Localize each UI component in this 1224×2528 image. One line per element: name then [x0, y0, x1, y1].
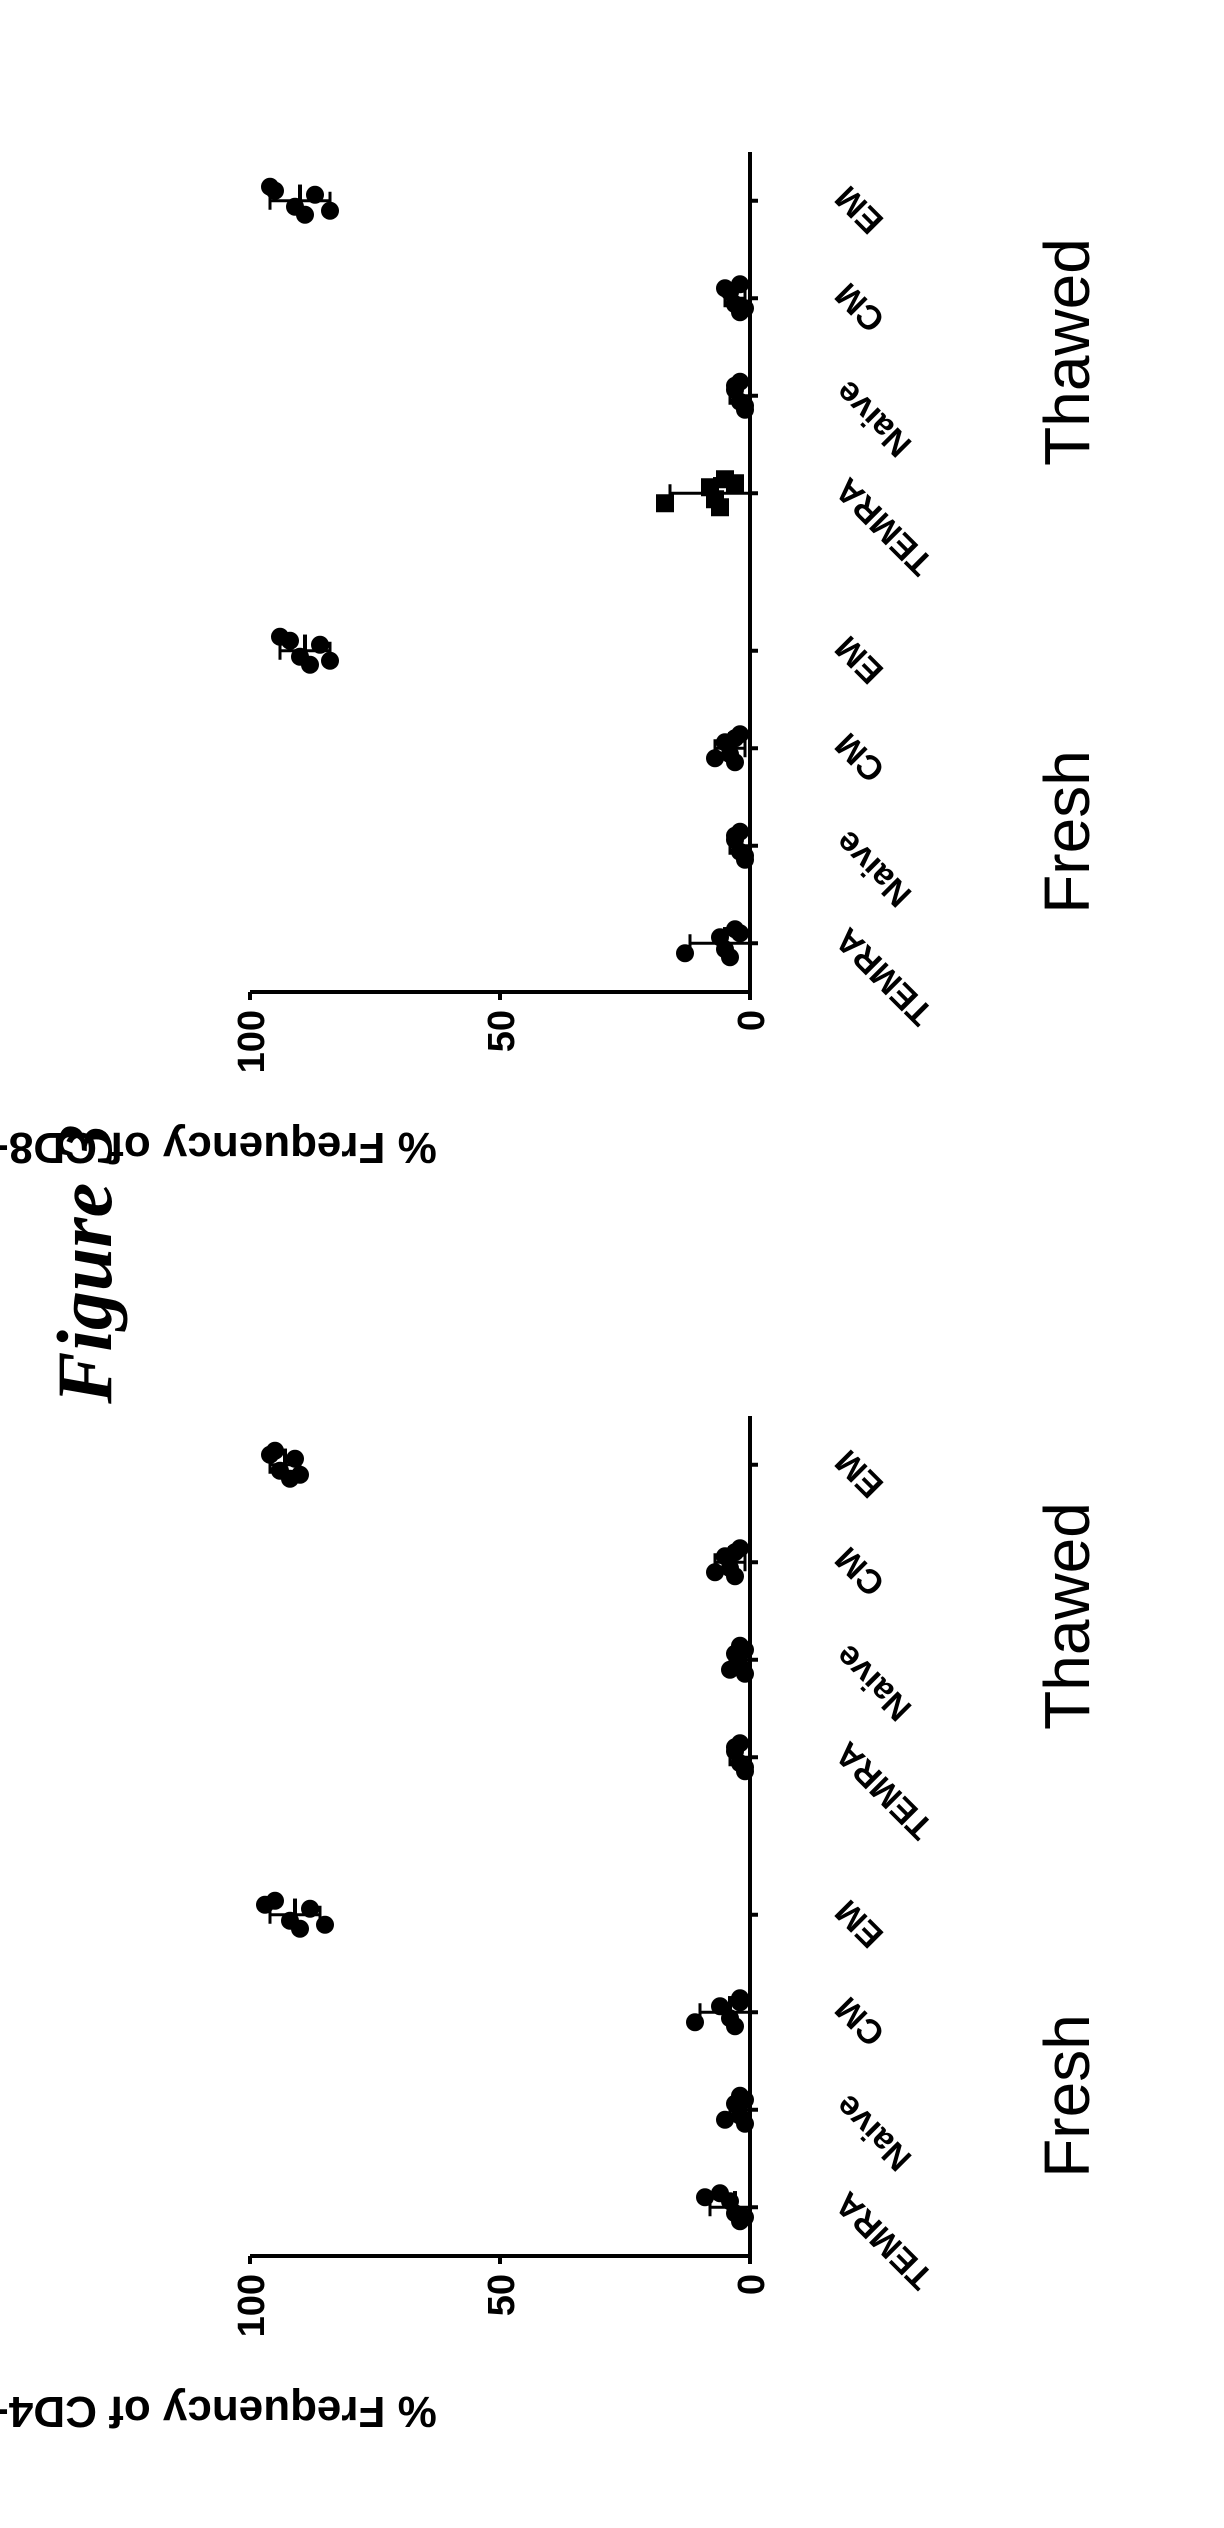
x-tick-label: CM [828, 1989, 893, 2054]
x-tick-label: TEMRA [828, 2184, 941, 2297]
x-tick-label: TEMRA [828, 920, 941, 1033]
x-tick-label: Naive [828, 822, 920, 914]
x-tick-label: Naive [828, 1636, 920, 1728]
y-axis-label-cd8: % Frequency of CD8+ [0, 1122, 470, 1172]
svg-text:50: 50 [481, 1010, 523, 1052]
x-tick-label: CM [828, 275, 893, 340]
group-labels-cd8: Fresh Thawed [1030, 112, 1130, 1072]
svg-text:0: 0 [731, 1010, 773, 1031]
svg-text:100: 100 [231, 1010, 273, 1072]
svg-text:50: 50 [481, 2274, 523, 2316]
x-tick-label: Naive [828, 2086, 920, 2178]
x-tick-label: EM [828, 627, 892, 691]
group-labels-cd4: Fresh Thawed [1030, 1376, 1130, 2336]
x-tick-label: EM [828, 177, 892, 241]
figure-canvas: Figure 3 % Frequency of CD4+ 050100 TEMR… [0, 0, 1224, 2528]
group-label-thawed-2: Thawed [1030, 112, 1130, 592]
group-label-fresh: Fresh [1030, 1856, 1130, 2336]
x-tick-labels-cd8: TEMRANaiveCMEMTEMRANaiveCMEM [810, 112, 1010, 1072]
page-rotated-wrapper: Figure 3 % Frequency of CD4+ 050100 TEMR… [0, 1304, 1224, 2528]
group-label-fresh-2: Fresh [1030, 592, 1130, 1072]
x-tick-label: TEMRA [828, 470, 941, 583]
y-axis-label-cd4: % Frequency of CD4+ [0, 2386, 470, 2436]
plot-cd4: % Frequency of CD4+ 050100 TEMRANaiveCME… [210, 1346, 1210, 2446]
x-tick-label: CM [828, 1539, 893, 1604]
plots-row: % Frequency of CD4+ 050100 TEMRANaiveCME… [210, 0, 1210, 2528]
x-tick-label: EM [828, 1441, 892, 1505]
plot-svg-cd4: 0 50 100 [210, 1376, 810, 2336]
plot-cd8: % Frequency of CD8+ 050100 TEMRANaiveCME… [210, 82, 1210, 1182]
x-tick-label: Naive [828, 372, 920, 464]
x-tick-label: TEMRA [828, 1734, 941, 1847]
svg-text:0: 0 [731, 2274, 773, 2295]
svg-text:100: 100 [231, 2274, 273, 2336]
x-tick-label: CM [828, 725, 893, 790]
x-tick-labels-cd4: TEMRANaiveCMEMTEMRANaiveCMEM [810, 1376, 1010, 2336]
plot-svg-cd8: 0 50 100 [210, 112, 810, 1072]
chart-svg-cd8: 0 50 100 [210, 112, 810, 1072]
chart-svg-cd4: 0 50 100 [210, 1376, 810, 2336]
x-tick-label: EM [828, 1891, 892, 1955]
group-label-thawed: Thawed [1030, 1376, 1130, 1856]
